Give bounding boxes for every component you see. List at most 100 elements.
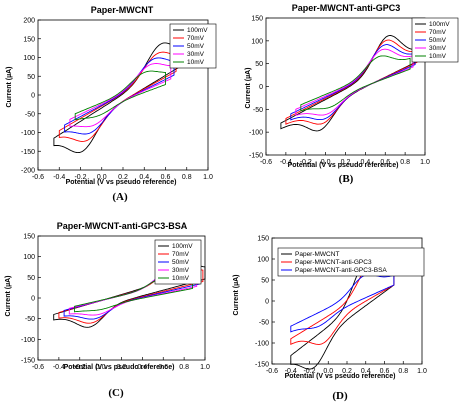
legend-label: 10mV [187,59,205,66]
legend-label: Paper-MWCNT [295,251,339,258]
panel-c: Paper-MWCNT-anti-GPC3-BSA Potential (V v… [5,221,210,399]
y-tick-label: 150 [23,36,35,43]
legend-label: 30mV [187,51,205,58]
legend-label: 100mV [172,243,193,250]
legend-label: 70mV [187,35,205,42]
x-tick-label: 0.0 [96,364,106,371]
y-tick-label: 0 [31,93,35,100]
y-tick-label: -50 [253,107,263,114]
x-tick-label: 0.4 [139,174,149,181]
x-tick-label: -0.6 [266,368,278,375]
x-tick-label: -0.4 [280,159,292,166]
cv-curve-50mv [64,57,175,135]
x-tick-label: 1.0 [203,174,213,181]
y-tick-label: 50 [255,61,263,68]
x-tick-label: 0.2 [117,364,127,371]
cv-curve-10mv [300,55,411,112]
y-tick-label: 50 [27,74,35,81]
y-tick-label: -100 [21,337,35,344]
panel-b-xlabel: Potential (V vs pseudo reference) [288,162,399,169]
y-tick-label: 50 [261,278,269,285]
x-tick-label: -0.2 [74,364,86,371]
y-tick-label: 0 [265,299,269,306]
y-tick-label: -150 [21,358,35,365]
legend-label: 70mV [172,251,190,258]
x-tick-label: 0.2 [342,368,352,375]
y-tick-label: 150 [23,234,35,241]
legend-label: 30mV [172,267,190,274]
x-tick-label: -0.2 [74,174,86,181]
x-tick-label: -0.4 [53,174,65,181]
x-tick-label: 0.0 [321,159,331,166]
y-tick-label: 0 [31,296,35,303]
x-tick-label: 0.6 [380,159,390,166]
x-tick-label: 0.8 [182,174,192,181]
legend-label: 50mV [172,259,190,266]
y-tick-label: 150 [251,16,263,23]
legend-label: 70mV [429,29,447,36]
panel-a-ylabel: Current (µA) [6,67,13,108]
x-tick-label: -0.4 [285,368,297,375]
x-tick-label: -0.6 [32,174,44,181]
cv-curve-30mv [295,48,414,117]
x-tick-label: 0.8 [400,159,410,166]
legend-label: Paper-MWCNT-anti-GPC3 [295,259,372,266]
x-tick-label: -0.4 [53,364,65,371]
panel-d-label: (D) [332,390,348,402]
y-tick-label: 100 [23,254,35,261]
y-tick-label: -50 [25,111,35,118]
legend-label: 10mV [172,275,190,282]
panel-d: Potential (V vs pseudo reference) Curren… [233,236,427,403]
y-tick-label: -50 [25,316,35,323]
cv-curve-10mv [74,70,166,121]
legend-label: 100mV [187,27,208,34]
legend-label: 30mV [429,45,447,52]
x-tick-label: 0.4 [361,368,371,375]
y-tick-label: 100 [257,257,269,264]
x-tick-label: -0.2 [303,368,315,375]
panel-c-label: (C) [108,387,124,399]
x-tick-label: -0.6 [32,364,44,371]
panel-b-label: (B) [339,173,354,185]
panel-d-ylabel: Current (µA) [233,275,240,316]
x-tick-label: 0.0 [97,174,107,181]
legend-label: 100mV [429,21,450,28]
y-tick-label: -100 [249,130,263,137]
x-tick-label: 1.0 [417,368,427,375]
x-tick-label: 0.4 [361,159,371,166]
x-tick-label: 0.4 [138,364,148,371]
y-tick-label: -50 [259,320,269,327]
panel-a: Paper-MWCNT Potential (V vs pseudo refer… [6,5,217,203]
panel-b: Paper-MWCNT-anti-GPC3 Potential (V vs ps… [245,3,459,185]
panel-c-title: Paper-MWCNT-anti-GPC3-BSA [57,221,188,231]
x-tick-label: 1.0 [200,364,210,371]
x-tick-label: 0.0 [323,368,333,375]
panel-a-title: Paper-MWCNT [91,5,154,15]
panel-a-xlabel: Potential (V vs pseudo reference) [66,179,177,186]
y-tick-label: -100 [21,130,35,137]
panel-b-title: Paper-MWCNT-anti-GPC3 [292,3,401,13]
cv-curve-70mv [58,51,177,142]
cv-curve-50mv [290,44,416,121]
x-tick-label: 1.0 [420,159,430,166]
panel-d-xlabel: Potential (V vs pseudo reference) [285,373,396,380]
panel-b-ylabel: Current (µA) [245,68,252,109]
y-tick-label: -200 [21,168,35,175]
y-tick-label: 50 [27,275,35,282]
y-tick-label: -150 [249,153,263,160]
legend-label: 50mV [429,37,447,44]
x-tick-label: 0.8 [398,368,408,375]
y-tick-label: 100 [23,55,35,62]
legend-label: 10mV [429,53,447,60]
y-tick-label: 150 [257,236,269,243]
x-tick-label: 0.6 [158,364,168,371]
y-tick-label: 200 [23,18,35,25]
panel-d-legend [277,247,425,277]
x-tick-label: -0.2 [300,159,312,166]
legend-label: Paper-MWCNT-anti-GPC3-BSA [295,267,387,274]
x-tick-label: 0.6 [380,368,390,375]
x-tick-label: 0.2 [341,159,351,166]
x-tick-label: 0.6 [161,174,171,181]
x-tick-label: -0.6 [260,159,272,166]
